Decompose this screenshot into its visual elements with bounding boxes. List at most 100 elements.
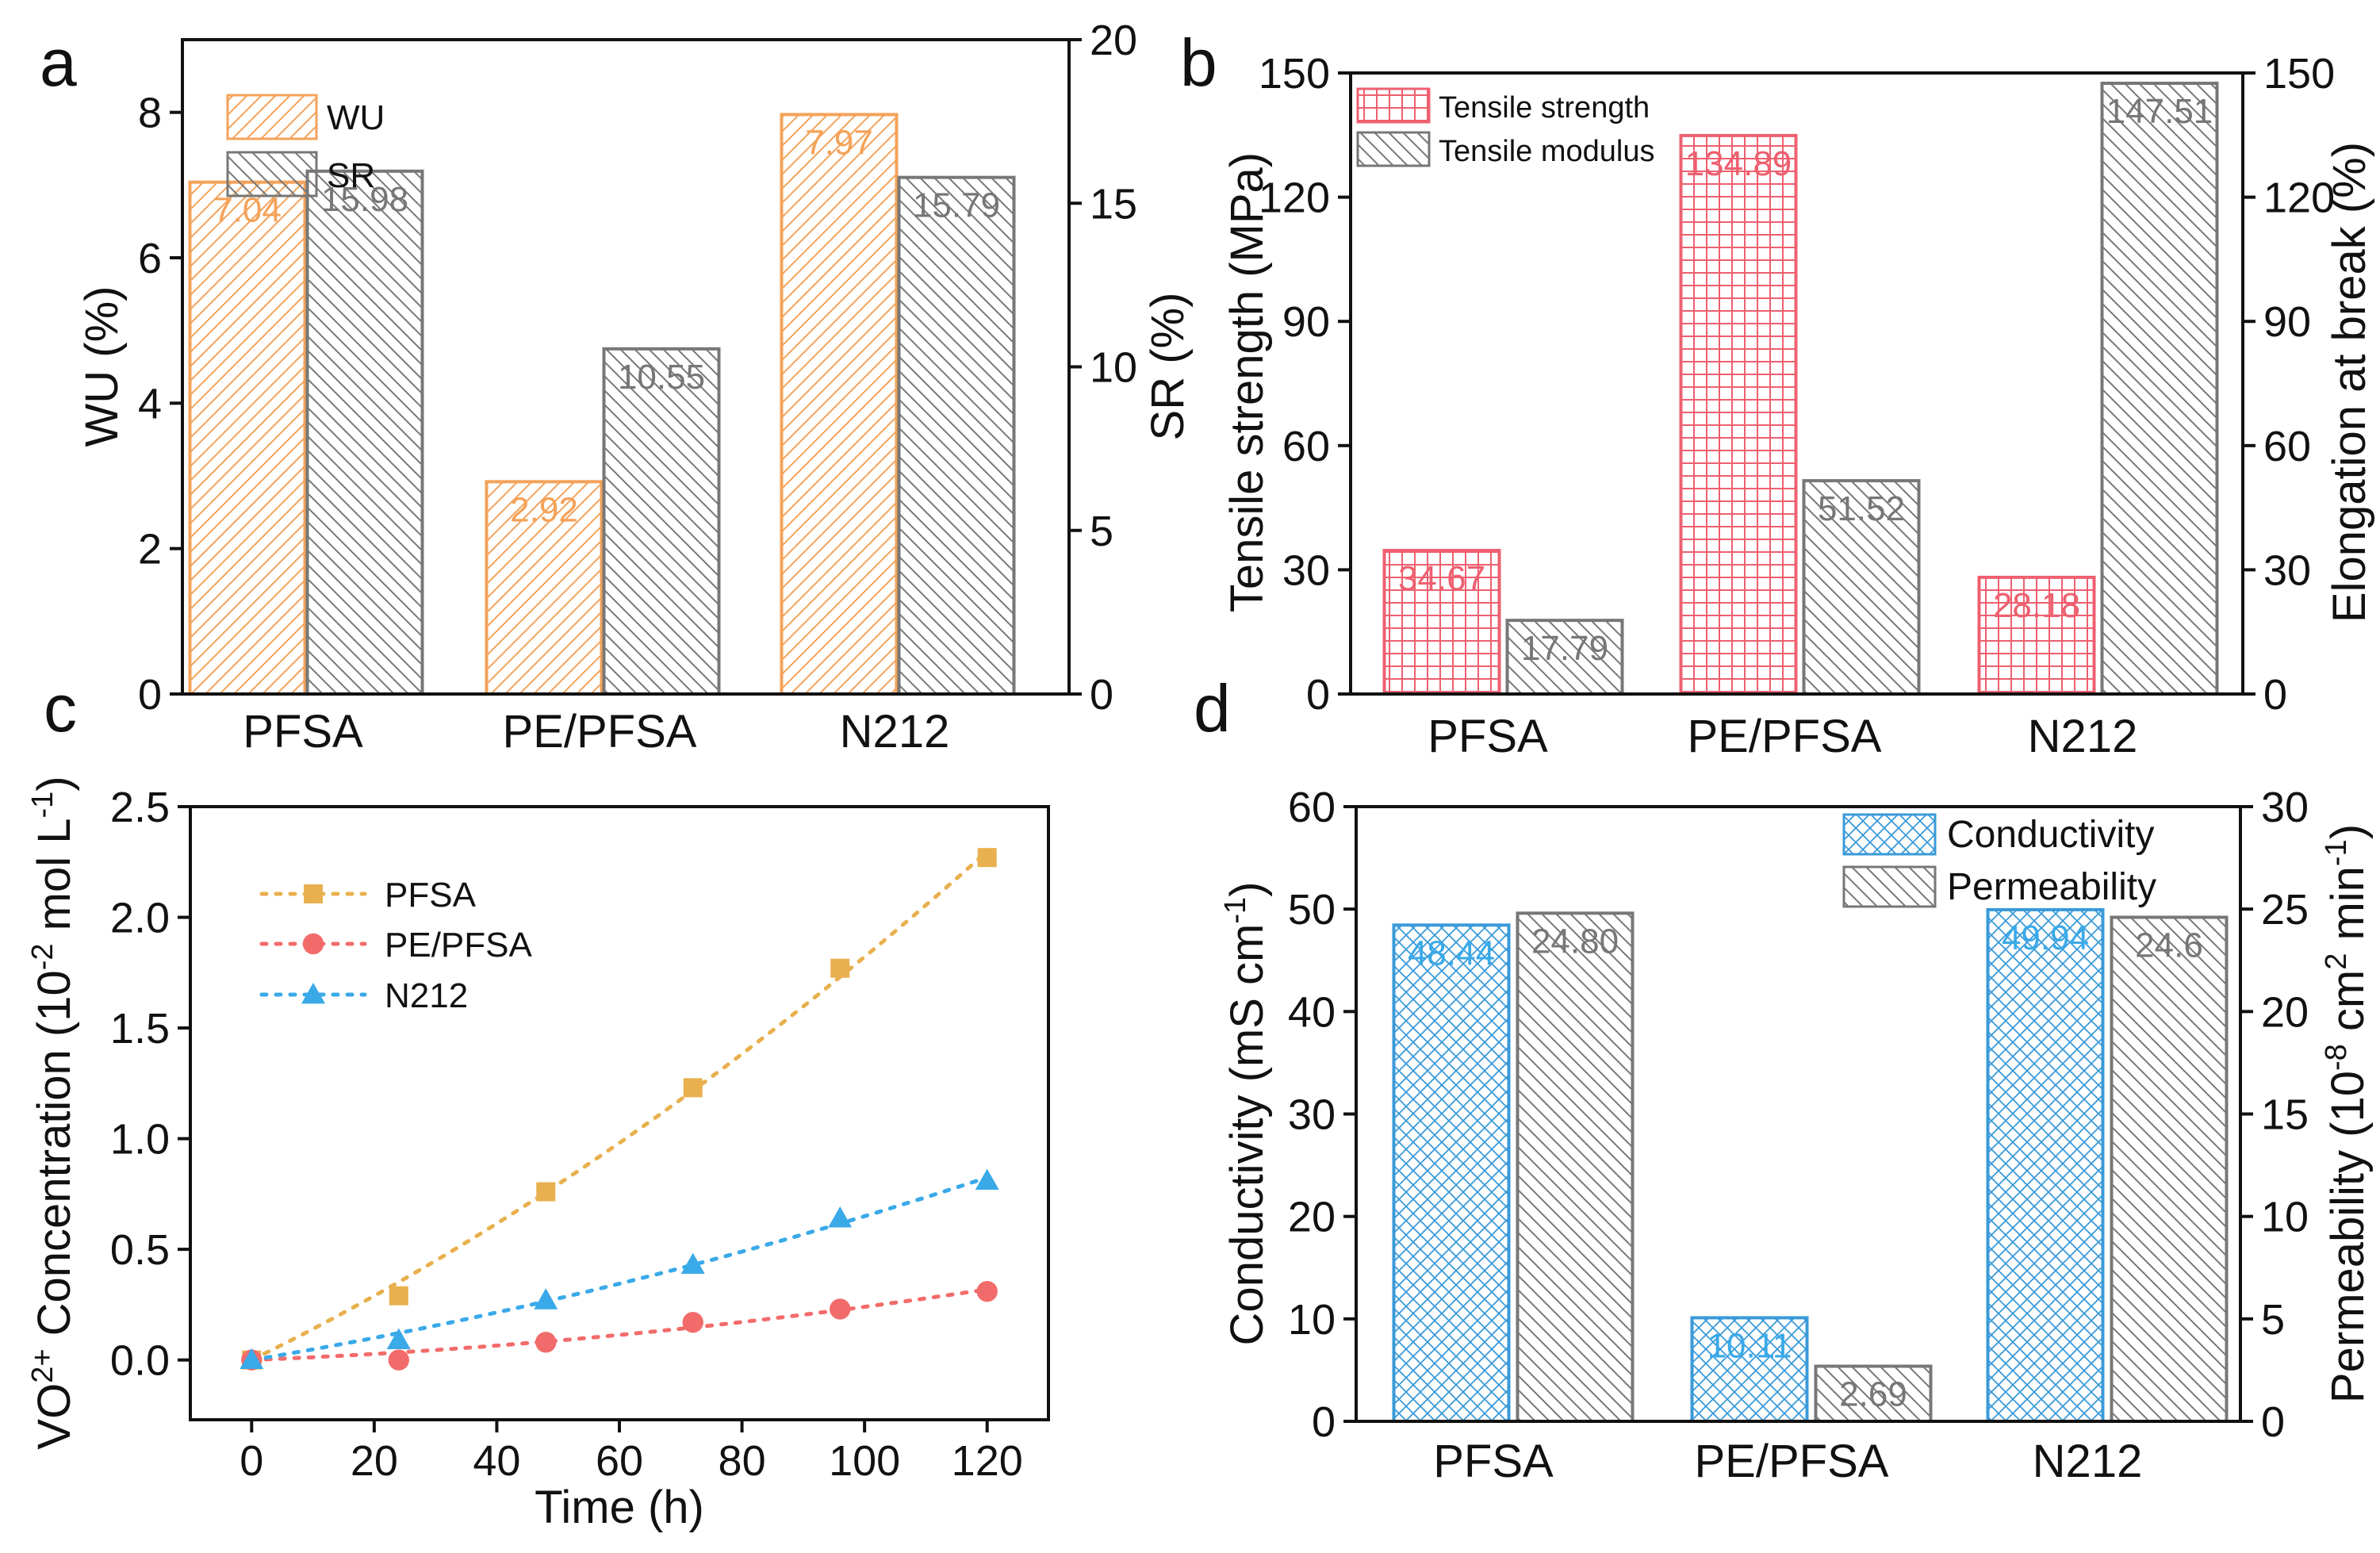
panel-b-bars: 34.67 134.89 28.18 17.79 51.52 147.51 (1382, 81, 2219, 696)
bar-permeability-n212 (2110, 915, 2229, 1423)
y2-tick-label: 15 (2261, 1091, 2309, 1139)
bar-conductivity-n212 (1986, 907, 2105, 1423)
panel-d-y-ticks: 0 10 20 30 40 50 60 (1288, 784, 1356, 1446)
panel-b: b 34.67 134.89 28.18 17.79 51.52 147.51 0 30 60… (1180, 25, 2375, 762)
panel-c-y-label: VO2+ Concentration (10-2 mol L-1) (26, 776, 80, 1449)
panel-c-points (240, 848, 999, 1371)
panel-d-y2-ticks: 0 5 10 15 20 25 30 (2240, 784, 2309, 1446)
data-label-tensile-modulus-pfsa: 17.79 (1521, 629, 1608, 668)
legend-swatch-wu (226, 94, 318, 140)
panel-b-y-ticks: 0 30 60 90 120 150 (1259, 50, 1351, 719)
bar-permeability-pe-pfsa (1814, 1364, 1933, 1423)
data-label-tensile-strength-pfsa: 34.67 (1398, 559, 1485, 598)
x-tick-label: 120 (952, 1437, 1023, 1485)
y-tick-label: 60 (1288, 784, 1336, 831)
y2-tick-label: 90 (2263, 298, 2311, 346)
y2-tick-label: 150 (2263, 50, 2335, 98)
data-label-permeability-pe-pfsa: 2.69 (1839, 1375, 1907, 1414)
panel-letter-c: c (44, 671, 77, 746)
legend-swatch-tensile-modulus (1356, 131, 1431, 167)
legend-label-sr: SR (327, 156, 375, 195)
point-n212-t72 (680, 1252, 705, 1275)
legend-label-wu: WU (327, 98, 385, 137)
y-tick-label: 30 (1282, 546, 1330, 594)
y-tick-label: 0 (138, 671, 162, 719)
data-label-conductivity-n212: 49.94 (2002, 918, 2089, 957)
panel-letter-a: a (40, 25, 77, 100)
point-pe-pfsa-t72 (682, 1312, 703, 1333)
point-pe-pfsa-t48 (535, 1332, 557, 1353)
y-tick-label: 0 (1306, 671, 1330, 719)
legend-marker-pfsa (304, 884, 323, 903)
fit-curve-n212 (249, 1175, 990, 1363)
panel-letter-d: d (1194, 671, 1231, 746)
x-tick-label: 60 (596, 1437, 643, 1485)
panel-a: a 7.04 2.92 7.97 15.98 10.55 15.79 0 2 4 6 8 0 5 10… (40, 17, 1194, 757)
bar-wu-pe-pfsa (485, 480, 604, 696)
panel-d: d 48.44 10.11 49.94 24.80 2.69 24.6 0 10 20 30 40… (1194, 671, 2374, 1487)
y2-tick-label: 15 (1090, 180, 1137, 228)
point-pfsa-t120 (977, 848, 997, 868)
y2-tick-label: 5 (1090, 508, 1113, 555)
panel-a-bars: 7.04 2.92 7.97 15.98 10.55 15.79 (188, 113, 1016, 696)
category-label-pfsa: PFSA (1433, 1436, 1554, 1487)
y-tick-label: 0.0 (110, 1337, 170, 1385)
bar-tensile-strength-pfsa (1382, 549, 1501, 696)
y-tick-label: 2 (138, 526, 162, 573)
point-pfsa-t72 (683, 1078, 703, 1098)
panel-b-frame (1349, 71, 2244, 696)
y2-tick-label: 30 (2261, 784, 2309, 831)
panel-a-y2-label: SR (%) (1142, 293, 1194, 441)
y-tick-label: 2.5 (110, 784, 170, 831)
category-label-pe-pfsa: PE/PFSA (1688, 711, 1882, 762)
legend-swatch-permeability (1842, 865, 1937, 908)
panel-b-legend: Tensile strength Tensile modulus (1356, 87, 1654, 168)
panel-c-y-ticks: 0.0 0.5 1.0 1.5 2.0 2.5 (110, 784, 190, 1385)
bar-tensile-modulus-pfsa (1505, 619, 1624, 696)
point-n212-t96 (828, 1206, 853, 1228)
category-label-pfsa: PFSA (243, 706, 363, 757)
y2-tick-label: 25 (2261, 886, 2309, 934)
data-label-wu-n212: 7.97 (805, 123, 873, 162)
panel-d-categories: PFSA PE/PFSA N212 (1433, 1436, 2142, 1487)
panel-b-y2-label: Elongation at break (%) (2324, 142, 2375, 623)
y2-tick-label: 10 (2261, 1194, 2309, 1241)
y-tick-label: 0 (1312, 1398, 1336, 1446)
y-tick-label: 40 (1288, 988, 1336, 1036)
point-pe-pfsa-t120 (976, 1280, 998, 1302)
point-pfsa-t24 (389, 1286, 408, 1306)
y-tick-label: 0.5 (110, 1226, 170, 1274)
data-label-tensile-strength-pe-pfsa: 134.89 (1685, 144, 1792, 183)
y-tick-label: 1.0 (110, 1116, 170, 1164)
point-pe-pfsa-t96 (830, 1298, 851, 1320)
y2-tick-label: 60 (2263, 423, 2311, 470)
legend-label-conductivity: Conductivity (1947, 814, 2154, 856)
y2-tick-label: 20 (2261, 988, 2309, 1036)
y-tick-label: 60 (1282, 423, 1330, 470)
y-tick-label: 4 (138, 380, 162, 428)
x-tick-label: 0 (240, 1437, 263, 1485)
bar-permeability-pfsa (1516, 911, 1635, 1424)
data-label-permeability-n212: 24.6 (2135, 926, 2203, 965)
bar-wu-pfsa (188, 180, 307, 696)
y-tick-label: 120 (1259, 174, 1330, 222)
point-n212-t0 (240, 1348, 264, 1370)
y-tick-label: 2.0 (110, 895, 170, 942)
y-tick-label: 20 (1288, 1194, 1336, 1241)
fit-curve-pfsa (249, 849, 990, 1363)
bar-sr-pfsa (305, 169, 424, 696)
panel-c-x-label: Time (h) (535, 1482, 704, 1533)
data-label-tensile-modulus-n212: 147.51 (2106, 92, 2213, 131)
legend-swatch-tensile-strength (1356, 87, 1431, 124)
panel-a-y-ticks: 0 2 4 6 8 (138, 90, 182, 719)
y2-tick-label: 120 (2263, 174, 2335, 222)
y2-tick-label: 0 (2263, 671, 2287, 719)
data-label-permeability-pfsa: 24.80 (1531, 922, 1619, 961)
point-pfsa-t48 (536, 1182, 556, 1202)
bar-conductivity-pfsa (1392, 923, 1511, 1423)
data-label-tensile-strength-n212: 28.18 (1993, 586, 2080, 625)
point-n212-t24 (386, 1328, 411, 1349)
legend-marker-n212 (301, 983, 325, 1004)
legend-swatch-conductivity (1842, 813, 1937, 856)
legend-label-tensile-strength: Tensile strength (1439, 91, 1650, 125)
